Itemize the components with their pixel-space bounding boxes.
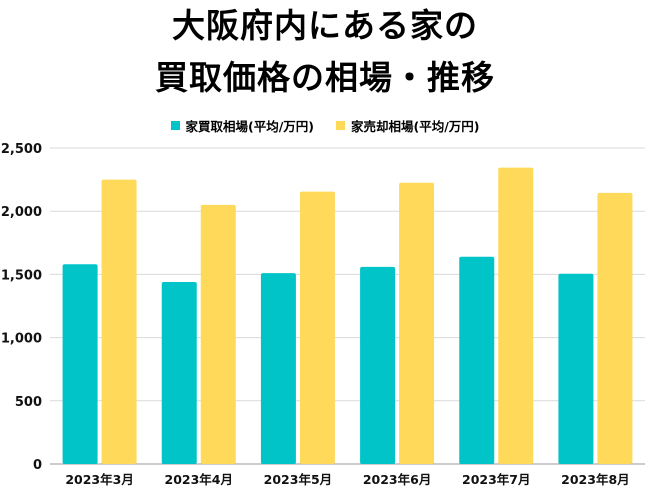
bar-sell-5 (498, 167, 534, 465)
x-tick-label-4: 2023年6月 (363, 472, 432, 487)
bar-buy-3 (260, 273, 296, 464)
bar-buy-1 (62, 264, 98, 464)
legend-item-sell: 家売却相場(平均/万円) (336, 116, 480, 135)
chart-title-line-2: 買取価格の相場・推移 (155, 58, 495, 97)
x-tick-label-5: 2023年7月 (462, 472, 531, 487)
y-tick-label-2500: 2,500 (1, 142, 42, 157)
bar-buy-2 (161, 281, 197, 464)
y-tick-label-500: 500 (15, 395, 42, 410)
bar-buy-6 (558, 273, 594, 464)
legend-item-buy: 家買取相場(平均/万円) (170, 116, 315, 135)
x-tick-label-6: 2023年8月 (561, 472, 630, 487)
bar-buy-4 (360, 266, 396, 464)
legend-label-buy: 家買取相場(平均/万円) (185, 119, 315, 134)
bar-sell-3 (299, 191, 335, 464)
y-tick-label-0: 0 (33, 458, 42, 473)
bar-sell-2 (200, 204, 236, 464)
x-tick-label-1: 2023年3月 (65, 472, 134, 487)
bar-sell-4 (399, 182, 435, 464)
y-tick-label-2000: 2,000 (1, 205, 42, 220)
chart-legend: 家買取相場(平均/万円) 家売却相場(平均/万円) (0, 116, 650, 135)
y-tick-label-1000: 1,000 (1, 332, 42, 347)
y-tick-label-1500: 1,500 (1, 268, 42, 283)
legend-swatch-buy (170, 121, 180, 130)
bar-sell-1 (101, 179, 137, 464)
x-tick-label-3: 2023年5月 (264, 472, 333, 487)
chart-title-line-1: 大阪府内にある家の (172, 6, 478, 45)
bar-buy-5 (459, 256, 495, 464)
bar-sell-6 (597, 192, 633, 464)
legend-label-sell: 家売却相場(平均/万円) (351, 119, 480, 134)
x-tick-label-2: 2023年4月 (165, 472, 234, 487)
legend-swatch-sell (336, 121, 345, 130)
